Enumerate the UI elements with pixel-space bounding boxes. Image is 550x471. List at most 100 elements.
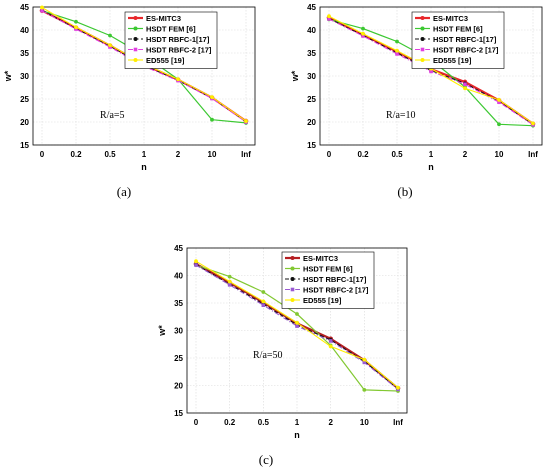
x-tick-label: 0.5 <box>104 150 116 159</box>
x-tick-label: 0.5 <box>391 150 403 159</box>
legend-box <box>124 11 218 69</box>
x-tick-label: 1 <box>142 150 147 159</box>
x-tick-label: 2 <box>328 418 333 427</box>
data-point <box>328 339 333 343</box>
x-tick-label: 10 <box>208 150 217 159</box>
data-point <box>395 39 399 44</box>
legend-marker <box>420 47 425 52</box>
data-point <box>295 324 299 328</box>
legend-marker <box>420 16 425 20</box>
legend-marker <box>133 16 138 20</box>
data-point <box>210 117 214 122</box>
legend-label: ES-MITC3 <box>433 14 468 23</box>
panel-label: (c) <box>259 452 273 467</box>
legend-label: ED555 [19] <box>303 296 342 305</box>
data-point <box>327 17 331 21</box>
x-tick-label: Inf <box>393 418 403 427</box>
x-tick-label: 0.2 <box>70 150 82 159</box>
x-tick-label: 0.2 <box>224 418 236 427</box>
x-tick-label: 0 <box>40 150 45 159</box>
y-tick-label: 30 <box>307 72 316 81</box>
data-point <box>361 31 365 36</box>
ratio-annotation: R/a=10 <box>386 110 416 121</box>
data-point <box>429 69 433 74</box>
legend-label: ED555 [19] <box>433 56 472 65</box>
x-axis-title: n <box>428 162 434 172</box>
data-point <box>327 14 331 19</box>
legend-label: ES-MITC3 <box>303 254 338 263</box>
data-point <box>176 77 180 82</box>
data-point <box>497 122 501 127</box>
y-tick-label: 30 <box>174 327 183 336</box>
y-tick-label: 20 <box>20 118 29 127</box>
data-point <box>497 98 501 102</box>
data-point <box>74 19 78 24</box>
y-tick-label: 45 <box>307 3 316 12</box>
x-tick-label: 10 <box>495 150 504 159</box>
data-point <box>261 290 266 294</box>
legend-label: HSDT FEM [6] <box>146 24 196 33</box>
legend-box <box>281 251 375 309</box>
data-point <box>328 344 333 349</box>
x-tick-label: 1 <box>295 418 300 427</box>
data-point <box>244 119 248 123</box>
y-tick-label: 35 <box>174 299 183 308</box>
x-tick-label: 2 <box>176 150 181 159</box>
data-point <box>227 274 232 279</box>
x-tick-label: 0 <box>327 150 332 159</box>
data-point <box>40 8 44 13</box>
panel-label: (b) <box>397 184 412 199</box>
legend-label: ED555 [19] <box>146 56 185 65</box>
x-tick-label: Inf <box>241 150 251 159</box>
plot-frame <box>186 247 408 414</box>
legend-marker <box>290 287 295 292</box>
x-axis-title: n <box>141 162 147 172</box>
x-tick-label: 1 <box>429 150 434 159</box>
legend-marker <box>290 277 295 281</box>
legend-label: HSDT RBFC-1[17] <box>433 35 497 44</box>
ratio-annotation: R/a=50 <box>253 350 283 361</box>
data-point <box>108 33 112 38</box>
data-point <box>362 357 367 362</box>
y-tick-label: 15 <box>20 141 29 150</box>
y-axis-title: w* <box>157 325 167 337</box>
data-point <box>194 259 198 264</box>
data-point <box>210 95 214 100</box>
y-axis-title: w* <box>290 70 300 82</box>
x-tick-label: Inf <box>528 150 538 159</box>
x-tick-label: 0 <box>194 418 199 427</box>
data-point <box>362 388 367 392</box>
data-point <box>395 52 399 56</box>
y-tick-label: 25 <box>20 95 29 104</box>
legend-marker <box>290 256 295 260</box>
legend-label: HSDT RBFC-2 [17] <box>146 45 212 54</box>
data-point <box>463 86 467 91</box>
data-point <box>194 263 198 267</box>
y-tick-label: 20 <box>307 118 316 127</box>
y-tick-label: 40 <box>20 26 29 35</box>
legend-marker <box>420 26 425 31</box>
x-tick-label: 10 <box>360 418 369 427</box>
legend-label: HSDT RBFC-1[17] <box>303 275 367 284</box>
y-tick-label: 25 <box>174 354 183 363</box>
legend-marker <box>290 266 295 271</box>
data-point <box>361 34 365 38</box>
legend-label: HSDT RBFC-1[17] <box>146 35 210 44</box>
y-tick-label: 35 <box>20 49 29 58</box>
data-point <box>463 82 467 87</box>
data-point <box>227 283 232 287</box>
y-tick-label: 40 <box>307 26 316 35</box>
legend-marker <box>133 58 138 62</box>
legend-marker <box>133 26 138 31</box>
y-tick-label: 45 <box>20 3 29 12</box>
data-point <box>361 26 365 31</box>
legend-box <box>411 11 505 69</box>
plot-frame <box>32 6 256 146</box>
chart-panel: 15 20 25 30 35 40 45 0 0.2 0.5 1 2 10 Inf n w* R/a=10 ES-… <box>290 3 543 199</box>
x-tick-label: 2 <box>463 150 468 159</box>
legend-marker <box>290 298 295 302</box>
data-point <box>362 360 367 365</box>
y-tick-label: 20 <box>174 382 183 391</box>
data-point <box>74 25 78 30</box>
